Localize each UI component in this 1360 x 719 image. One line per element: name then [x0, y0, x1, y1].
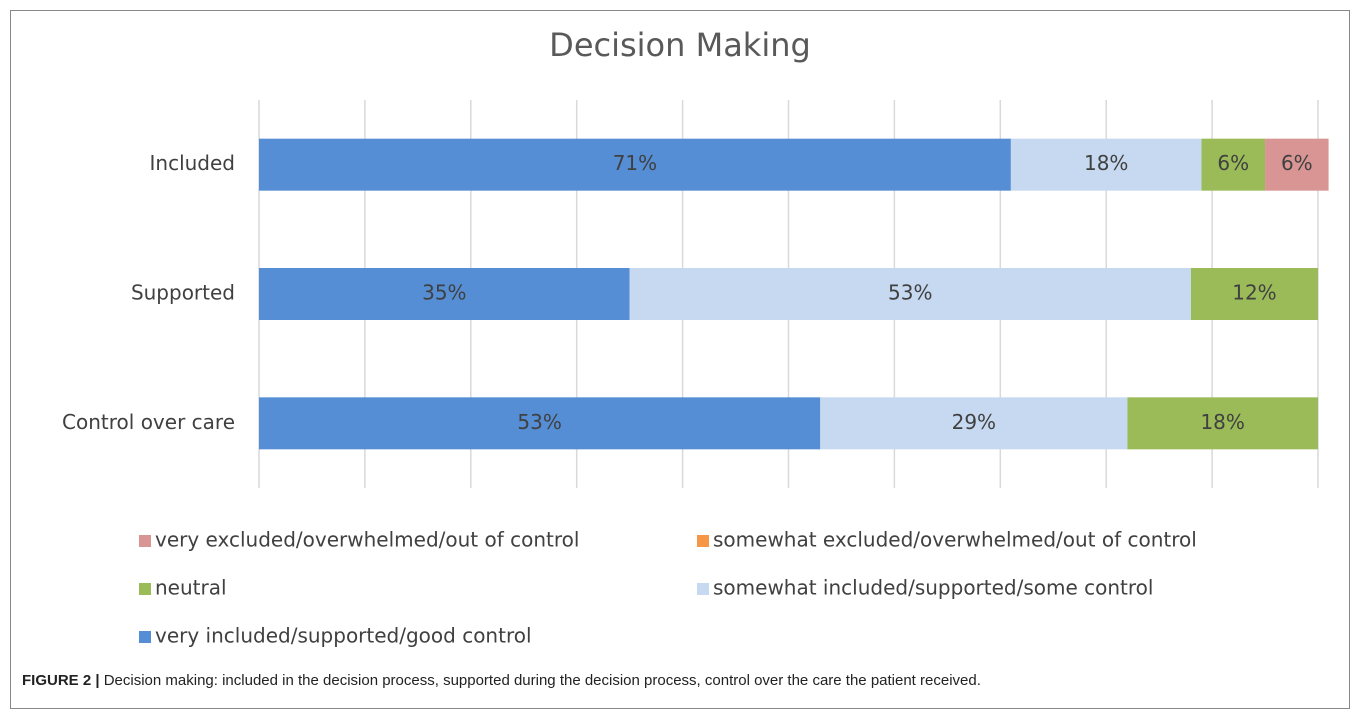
legend-label: neutral	[155, 576, 227, 600]
bar-segment	[1127, 397, 1318, 450]
legend-swatch	[697, 583, 709, 595]
data-label: 53%	[517, 410, 561, 434]
data-label: 6%	[1281, 151, 1313, 175]
data-label: 35%	[422, 281, 466, 305]
data-label: 29%	[952, 410, 996, 434]
data-label: 71%	[613, 151, 657, 175]
caption: FIGURE 2 | Decision making: included in …	[22, 672, 981, 689]
y-tick-label: Control over care	[62, 410, 235, 434]
legend-label: very included/supported/good control	[155, 624, 532, 648]
data-label: 6%	[1217, 151, 1249, 175]
y-tick-label: Included	[150, 151, 236, 175]
data-label: 18%	[1084, 151, 1128, 175]
chart-title: Decision Making	[549, 26, 811, 64]
bar-segment	[820, 397, 1128, 450]
bar-segment	[1010, 138, 1202, 191]
legend-swatch	[139, 583, 151, 595]
caption-text: Decision making: included in the decisio…	[104, 672, 981, 689]
data-label: 12%	[1232, 281, 1276, 305]
frame	[10, 10, 1350, 709]
bar-segment	[629, 268, 1191, 320]
bar-segment	[1201, 138, 1266, 191]
bar-segment	[259, 268, 630, 320]
legend-label: somewhat excluded/overwhelmed/out of con…	[713, 528, 1197, 552]
legend-swatch	[139, 535, 151, 547]
data-label: 53%	[888, 281, 932, 305]
bar-segment	[259, 397, 821, 450]
legend-swatch	[139, 631, 151, 643]
bar-segment	[259, 138, 1011, 191]
legend-label: somewhat included/supported/some control	[713, 576, 1153, 600]
caption-label: FIGURE 2 |	[22, 672, 100, 689]
data-label: 18%	[1200, 410, 1244, 434]
legend-label: very excluded/overwhelmed/out of control	[155, 528, 579, 552]
y-tick-label: Supported	[131, 281, 235, 305]
legend-swatch	[697, 535, 709, 547]
bar-segment	[1265, 138, 1329, 191]
bar-segment	[1190, 268, 1318, 320]
